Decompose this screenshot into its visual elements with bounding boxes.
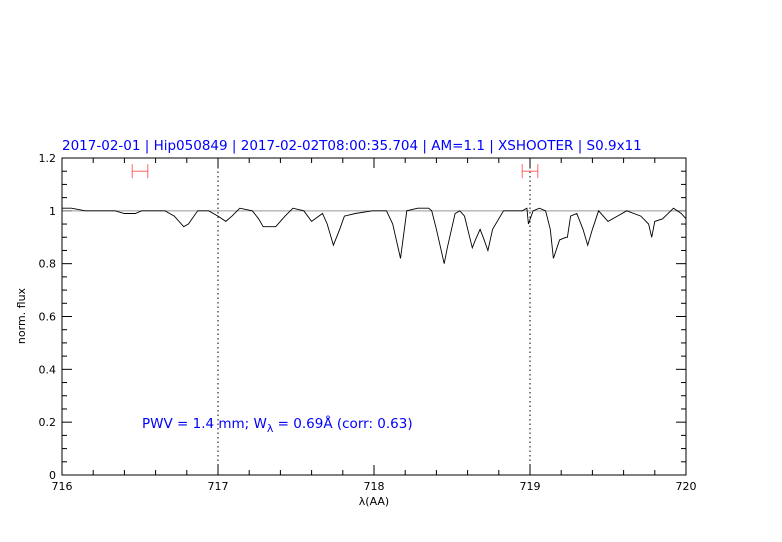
x-tick-label: 719 [520, 480, 541, 493]
vertical-markers [217, 158, 531, 475]
x-tick-label: 717 [208, 480, 229, 493]
y-tick-label: 1 [49, 205, 56, 218]
x-tick-labels: 716 717 718 719 720 [52, 480, 697, 493]
y-tick-label: 0.2 [39, 416, 57, 429]
plot-frame [61, 157, 687, 476]
annotation-pre: PWV = 1.4 mm; W [142, 416, 267, 432]
x-tick-label: 720 [676, 480, 697, 493]
y-tick-label: 0.6 [39, 311, 57, 324]
x-axis-label: λ(AA) [359, 495, 389, 508]
chart-title: 2017-02-01 | Hip050849 | 2017-02-02T08:0… [62, 138, 642, 154]
x-tick-label: 718 [364, 480, 385, 493]
y-tick-label: 0.4 [39, 363, 57, 376]
x-tick-label: 716 [52, 480, 73, 493]
annotation-post: = 0.69Å (corr: 0.63) [273, 415, 412, 432]
annotation-sub: λ [267, 422, 274, 435]
y-tick-labels: 0 0.2 0.4 0.6 0.8 1 1.2 [39, 152, 57, 482]
spectrum-line [62, 207, 687, 264]
y-axis-label: norm. flux [15, 287, 28, 344]
y-tick-label: 0.8 [39, 258, 57, 271]
error-bars [131, 164, 539, 179]
y-tick-label: 0 [49, 469, 56, 482]
pwv-annotation: PWV = 1.4 mm; Wλ = 0.69Å (corr: 0.63) [142, 415, 413, 435]
error-bar [131, 164, 149, 179]
y-tick-label: 1.2 [39, 152, 57, 165]
error-bar [521, 164, 539, 179]
